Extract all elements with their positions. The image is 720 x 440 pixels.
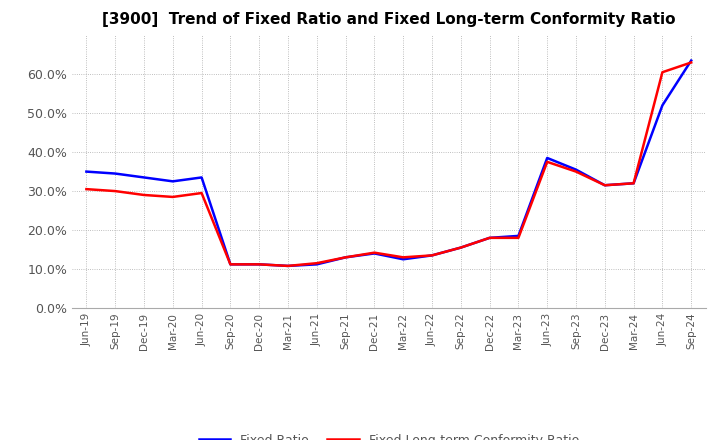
Fixed Long-term Conformity Ratio <box>428 253 436 258</box>
Fixed Long-term Conformity Ratio <box>168 194 177 200</box>
Fixed Long-term Conformity Ratio <box>370 250 379 255</box>
Fixed Long-term Conformity Ratio <box>341 255 350 260</box>
Fixed Long-term Conformity Ratio <box>456 245 465 250</box>
Fixed Ratio <box>543 155 552 161</box>
Fixed Long-term Conformity Ratio <box>82 187 91 192</box>
Title: [3900]  Trend of Fixed Ratio and Fixed Long-term Conformity Ratio: [3900] Trend of Fixed Ratio and Fixed Lo… <box>102 12 675 27</box>
Fixed Ratio <box>428 253 436 258</box>
Fixed Long-term Conformity Ratio <box>255 262 264 267</box>
Fixed Ratio <box>341 255 350 260</box>
Fixed Ratio <box>168 179 177 184</box>
Fixed Ratio <box>629 181 638 186</box>
Fixed Ratio <box>399 257 408 262</box>
Fixed Long-term Conformity Ratio <box>572 169 580 174</box>
Fixed Ratio <box>312 262 321 267</box>
Line: Fixed Long-term Conformity Ratio: Fixed Long-term Conformity Ratio <box>86 62 691 266</box>
Fixed Ratio <box>197 175 206 180</box>
Fixed Long-term Conformity Ratio <box>629 181 638 186</box>
Fixed Long-term Conformity Ratio <box>140 192 148 198</box>
Fixed Ratio <box>572 167 580 172</box>
Fixed Long-term Conformity Ratio <box>399 255 408 260</box>
Fixed Ratio <box>82 169 91 174</box>
Fixed Long-term Conformity Ratio <box>600 183 609 188</box>
Fixed Long-term Conformity Ratio <box>485 235 494 241</box>
Fixed Long-term Conformity Ratio <box>658 70 667 75</box>
Fixed Long-term Conformity Ratio <box>197 191 206 196</box>
Fixed Ratio <box>658 103 667 108</box>
Fixed Ratio <box>284 263 292 268</box>
Fixed Ratio <box>456 245 465 250</box>
Fixed Long-term Conformity Ratio <box>312 260 321 266</box>
Fixed Ratio <box>255 262 264 267</box>
Fixed Ratio <box>140 175 148 180</box>
Fixed Ratio <box>687 58 696 63</box>
Fixed Long-term Conformity Ratio <box>111 188 120 194</box>
Fixed Ratio <box>111 171 120 176</box>
Fixed Long-term Conformity Ratio <box>543 159 552 165</box>
Fixed Long-term Conformity Ratio <box>284 263 292 268</box>
Line: Fixed Ratio: Fixed Ratio <box>86 61 691 266</box>
Fixed Ratio <box>600 183 609 188</box>
Fixed Long-term Conformity Ratio <box>687 60 696 65</box>
Legend: Fixed Ratio, Fixed Long-term Conformity Ratio: Fixed Ratio, Fixed Long-term Conformity … <box>194 429 584 440</box>
Fixed Ratio <box>514 233 523 238</box>
Fixed Long-term Conformity Ratio <box>226 262 235 267</box>
Fixed Ratio <box>370 251 379 256</box>
Fixed Long-term Conformity Ratio <box>514 235 523 241</box>
Fixed Ratio <box>485 235 494 241</box>
Fixed Ratio <box>226 262 235 267</box>
